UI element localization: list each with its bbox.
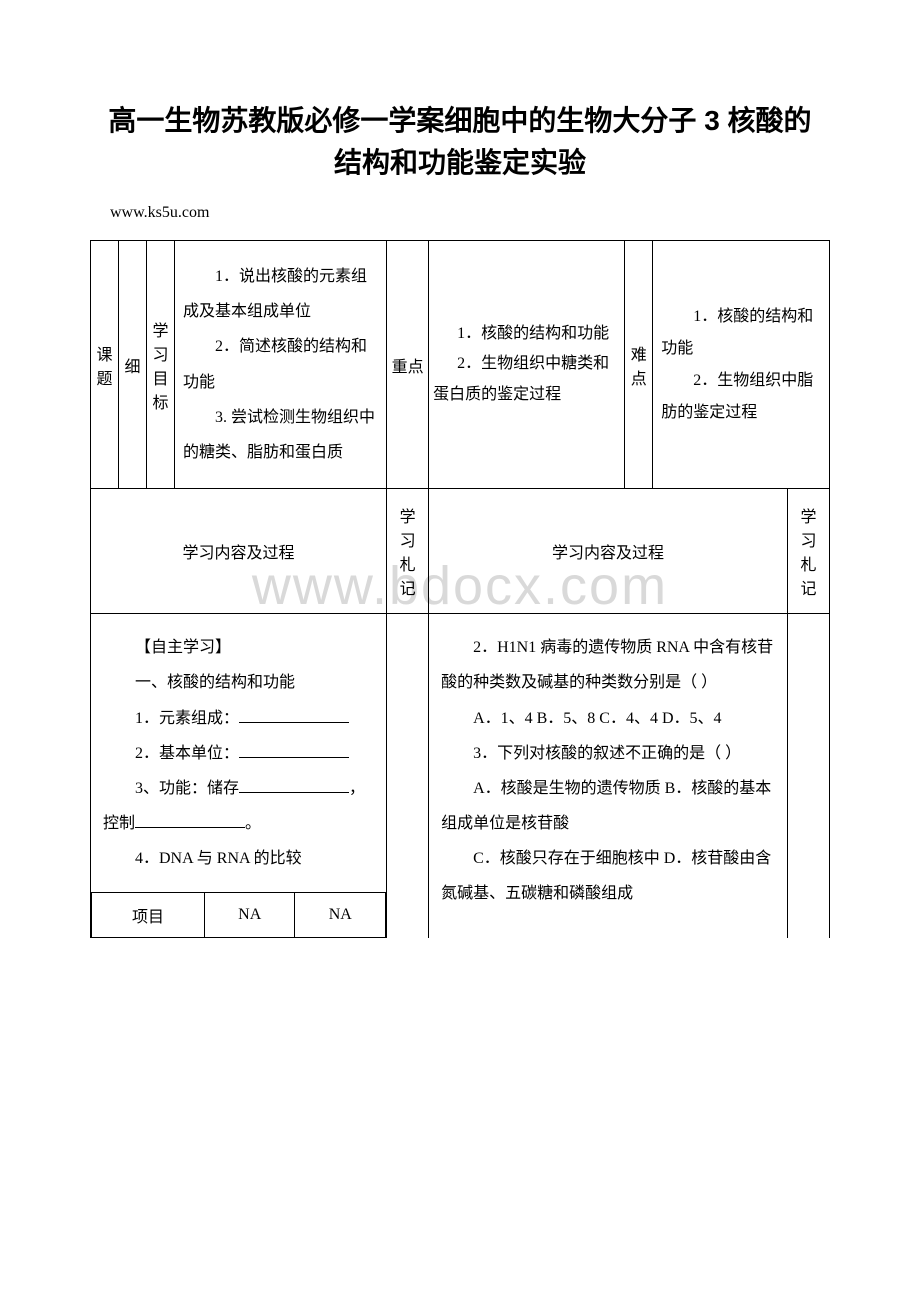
page-title: 高一生物苏教版必修一学案细胞中的生物大分子 3 核酸的 结构和功能鉴定实验 <box>90 100 830 184</box>
section-header-row: 学习内容及过程 学习札记 学习内容及过程 学习札记 <box>91 489 830 614</box>
section-1-heading: 一、核酸的结构和功能 <box>103 665 374 700</box>
compare-col-0: 项目 <box>92 893 205 938</box>
key-1: 1．核酸的结构和功能 <box>433 319 620 349</box>
item-2-text: 2．基本单位： <box>135 745 239 762</box>
left-content-header: 学习内容及过程 <box>91 489 387 614</box>
left-note-cell <box>387 614 429 939</box>
compare-header-row: 项目 NA NA <box>92 893 386 938</box>
title-line-2: 结构和功能鉴定实验 <box>334 147 586 178</box>
document-page: 高一生物苏教版必修一学案细胞中的生物大分子 3 核酸的 结构和功能鉴定实验 ww… <box>0 0 920 978</box>
right-note-header: 学习札记 <box>788 489 830 614</box>
diff-label: 难点 <box>625 241 653 489</box>
right-content-cell: 2．H1N1 病毒的遗传物质 RNA 中含有核苷酸的种类数及碱基的种类数分别是（… <box>429 614 788 939</box>
key-label: 重点 <box>387 241 429 489</box>
question-3-options-cd: C．核酸只存在于细胞核中 D．核苷酸由含氮碱基、五碳糖和磷酸组成 <box>441 841 775 911</box>
topic-value: 细 <box>119 241 147 489</box>
key-points-cell: 1．核酸的结构和功能 2．生物组织中糖类和蛋白质的鉴定过程 <box>429 241 625 489</box>
goal-label: 学习目标 <box>147 241 175 489</box>
item-1: 1．元素组成： <box>103 701 374 736</box>
question-2: 2．H1N1 病毒的遗传物质 RNA 中含有核苷酸的种类数及碱基的种类数分别是（… <box>441 630 775 700</box>
item-3c: 。 <box>245 815 261 832</box>
left-note-header: 学习札记 <box>387 489 429 614</box>
question-3-options-ab: A．核酸是生物的遗传物质 B．核酸的基本组成单位是核苷酸 <box>441 771 775 841</box>
blank-2 <box>239 742 349 758</box>
goal-2: 2．简述核酸的结构和功能 <box>183 329 378 399</box>
item-2: 2．基本单位： <box>103 736 374 771</box>
blank-1 <box>239 707 349 723</box>
title-line-1: 高一生物苏教版必修一学案细胞中的生物大分子 3 核酸的 <box>108 105 811 136</box>
meta-row: 课题 细 学习目标 1．说出核酸的元素组成及基本组成单位 2．简述核酸的结构和功… <box>91 241 830 489</box>
blank-4 <box>135 812 245 828</box>
item-3a: 3、功能：储存 <box>135 780 239 797</box>
lesson-plan-table: 课题 细 学习目标 1．说出核酸的元素组成及基本组成单位 2．简述核酸的结构和功… <box>90 240 830 938</box>
body-row: 【自主学习】 一、核酸的结构和功能 1．元素组成： 2．基本单位： 3、功能：储… <box>91 614 830 939</box>
right-content-header: 学习内容及过程 <box>429 489 788 614</box>
item-4: 4．DNA 与 RNA 的比较 <box>103 841 374 876</box>
topic-label: 课题 <box>91 241 119 489</box>
item-3: 3、功能：储存，控制。 <box>103 771 374 841</box>
compare-col-1: NA <box>204 893 295 938</box>
blank-3 <box>239 777 349 793</box>
question-3: 3．下列对核酸的叙述不正确的是（ ） <box>441 736 775 771</box>
right-note-cell <box>788 614 830 939</box>
diff-2: 2．生物组织中脂肪的鉴定过程 <box>661 365 821 429</box>
left-content-cell: 【自主学习】 一、核酸的结构和功能 1．元素组成： 2．基本单位： 3、功能：储… <box>91 614 387 939</box>
goal-3: 3. 尝试检测生物组织中的糖类、脂肪和蛋白质 <box>183 400 378 470</box>
dna-rna-compare-table: 项目 NA NA <box>91 892 386 938</box>
self-study-heading: 【自主学习】 <box>103 630 374 665</box>
goal-1: 1．说出核酸的元素组成及基本组成单位 <box>183 259 378 329</box>
goals-cell: 1．说出核酸的元素组成及基本组成单位 2．简述核酸的结构和功能 3. 尝试检测生… <box>175 241 387 489</box>
source-url: www.ks5u.com <box>110 204 830 222</box>
diff-1: 1．核酸的结构和功能 <box>661 301 821 365</box>
key-2: 2．生物组织中糖类和蛋白质的鉴定过程 <box>433 349 620 410</box>
item-1-text: 1．元素组成： <box>135 710 239 727</box>
diff-points-cell: 1．核酸的结构和功能 2．生物组织中脂肪的鉴定过程 <box>653 241 830 489</box>
compare-col-2: NA <box>295 893 386 938</box>
question-2-options: A．1、4 B．5、8 C．4、4 D．5、4 <box>441 701 775 736</box>
